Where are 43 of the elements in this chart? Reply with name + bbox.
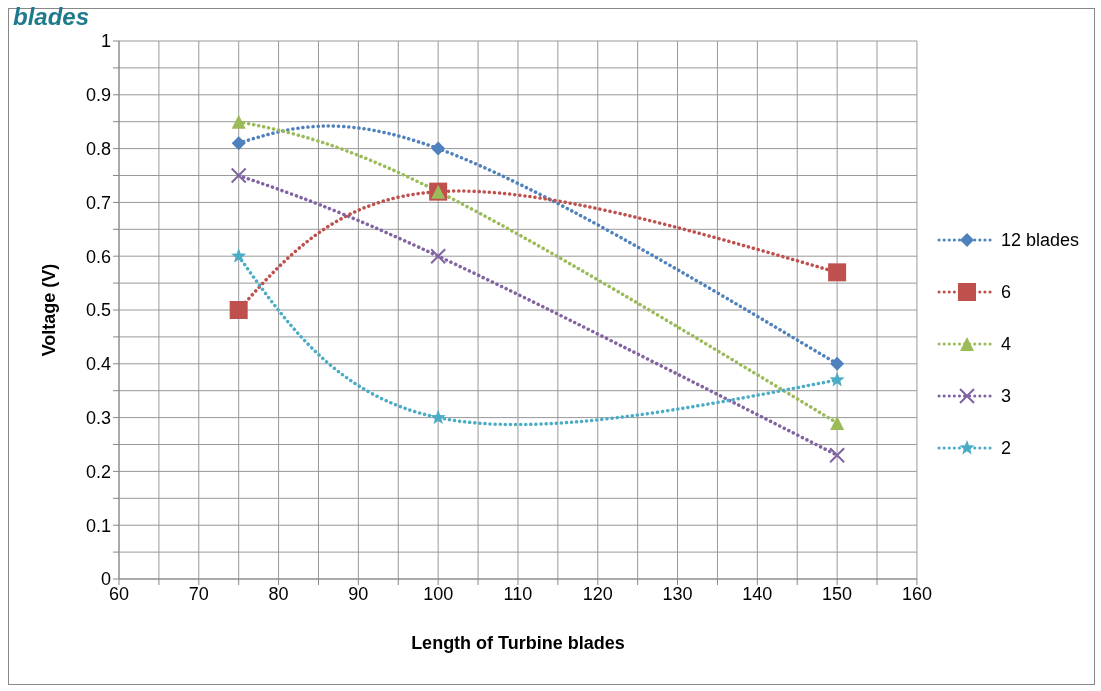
legend-label: 4 (1000, 333, 1011, 355)
x-tick-label: 70 (188, 583, 209, 604)
chart-title: blades (13, 3, 90, 31)
x-tick-label: 130 (662, 583, 693, 604)
point (231, 114, 246, 129)
legend-label: 3 (1000, 385, 1011, 407)
x-tick-label: 120 (582, 583, 613, 604)
y-axis-title: Voltage (V) (39, 263, 60, 357)
y-tick-label: 0.7 (85, 192, 111, 213)
x-axis-title: Length of Turbine blades (411, 633, 625, 653)
point (231, 248, 247, 263)
x-tick-label: 60 (108, 583, 130, 604)
y-tick-label: 0.8 (85, 138, 111, 159)
x-tick-label: 90 (348, 583, 369, 604)
y-tick-label: 0.3 (85, 407, 111, 428)
y-tick-label: 0.6 (85, 246, 111, 267)
y-tick-label: 0 (100, 569, 111, 590)
point (430, 409, 446, 425)
point (829, 371, 845, 387)
x-tick-label: 110 (503, 583, 533, 604)
point (828, 263, 847, 282)
x-tick-label: 140 (742, 583, 773, 604)
y-tick-label: 0.4 (85, 354, 111, 375)
y-tick-label: 0.9 (85, 85, 111, 106)
legend-label: 12 blades (1000, 229, 1079, 251)
point (430, 248, 447, 265)
x-tick-label: 100 (423, 583, 454, 604)
point (231, 136, 246, 151)
legend-label: 2 (1000, 437, 1011, 459)
point (229, 301, 248, 319)
x-tick-label: 150 (822, 583, 853, 604)
point (829, 447, 846, 464)
y-tick-label: 0.5 (85, 300, 111, 321)
y-tick-label: 0.1 (85, 515, 111, 536)
point (431, 141, 446, 156)
y-tick-label: 1 (100, 31, 111, 52)
point (230, 167, 247, 184)
y-tick-label: 0.2 (85, 461, 111, 482)
x-tick-label: 160 (901, 583, 932, 604)
point (830, 415, 845, 430)
legend-label: 6 (1000, 281, 1011, 303)
point (830, 356, 845, 371)
x-tick-label: 80 (268, 583, 289, 604)
